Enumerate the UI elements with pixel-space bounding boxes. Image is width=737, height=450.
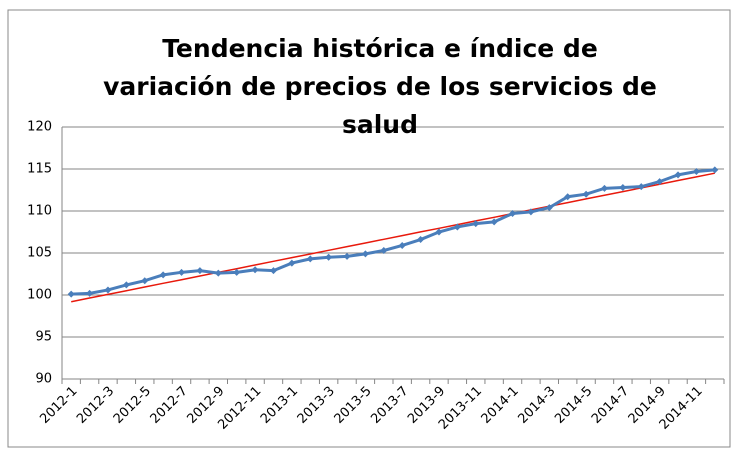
marker: [564, 193, 572, 201]
marker: [86, 289, 94, 297]
marker: [656, 178, 664, 186]
marker: [122, 281, 130, 289]
y-tick-label: 110: [27, 204, 52, 219]
marker: [343, 252, 351, 260]
marker: [692, 168, 700, 176]
marker: [306, 255, 314, 263]
y-tick-label: 115: [27, 162, 52, 177]
marker: [67, 290, 75, 298]
chart-title: Tendencia histórica e índice de variació…: [103, 34, 657, 139]
y-tick-label: 90: [35, 372, 52, 387]
marker: [435, 228, 443, 236]
marker: [251, 266, 259, 274]
marker: [196, 267, 204, 275]
marker: [527, 208, 535, 216]
marker: [582, 190, 590, 198]
marker: [600, 184, 608, 192]
marker: [288, 259, 296, 267]
marker: [159, 271, 167, 279]
marker: [417, 236, 425, 244]
marker: [178, 268, 186, 276]
y-tick-label: 95: [35, 330, 52, 345]
marker: [637, 183, 645, 191]
marker: [453, 223, 461, 231]
chart-border: [7, 9, 731, 448]
marker: [233, 268, 241, 276]
marker: [509, 210, 517, 218]
marker: [398, 241, 406, 249]
marker: [141, 277, 149, 285]
marker: [490, 218, 498, 226]
y-tick-label: 105: [27, 246, 52, 261]
marker: [380, 246, 388, 254]
marker: [325, 253, 333, 261]
marker: [269, 267, 277, 275]
y-tick-label: 100: [27, 288, 52, 303]
marker: [104, 286, 112, 294]
marker: [472, 220, 480, 228]
marker: [619, 183, 627, 191]
y-tick-label: 120: [27, 120, 52, 135]
marker: [214, 269, 222, 277]
trend-line: [71, 172, 715, 303]
marker: [674, 171, 682, 179]
marker: [711, 166, 719, 174]
marker: [361, 250, 369, 258]
marker: [545, 204, 553, 212]
